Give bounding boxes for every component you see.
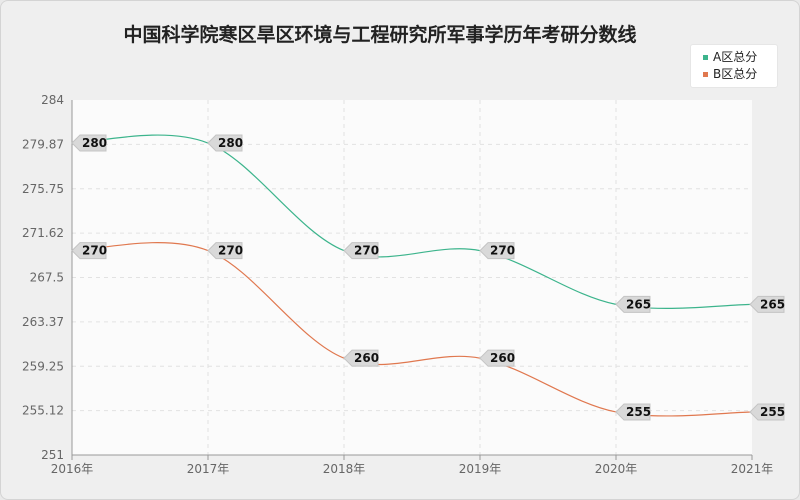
x-tick-label: 2019年 — [459, 462, 502, 476]
data-label-box — [749, 403, 785, 421]
data-label-box — [71, 134, 107, 152]
y-tick-label: 251 — [41, 448, 64, 462]
y-tick-label: 271.62 — [22, 226, 64, 240]
data-label-box — [615, 403, 651, 421]
data-label: 270 — [354, 244, 379, 258]
data-label: 265 — [626, 297, 651, 311]
data-label: 260 — [354, 351, 379, 365]
y-tick-label: 267.5 — [30, 271, 64, 285]
data-label-box — [479, 242, 515, 260]
legend-swatch-a — [703, 55, 708, 60]
data-label-box — [207, 134, 243, 152]
x-tick-label: 2018年 — [323, 462, 366, 476]
y-tick-label: 263.37 — [22, 315, 64, 329]
y-tick-label: 259.25 — [22, 359, 64, 373]
legend-swatch-b — [703, 72, 708, 77]
data-label-box — [343, 242, 379, 260]
data-label: 270 — [82, 244, 107, 258]
data-label: 280 — [82, 136, 107, 150]
y-tick-label: 284 — [41, 93, 64, 107]
data-label-box — [615, 295, 651, 313]
y-tick-label: 275.75 — [22, 182, 64, 196]
data-label: 255 — [760, 405, 785, 419]
data-label-box — [343, 349, 379, 367]
data-label: 260 — [490, 351, 515, 365]
data-label-box — [207, 242, 243, 260]
x-tick-label: 2020年 — [595, 462, 638, 476]
y-tick-label: 255.12 — [22, 404, 64, 418]
x-tick-label: 2016年 — [51, 462, 94, 476]
legend-item-b[interactable]: B区总分 — [703, 66, 757, 82]
data-label-box — [479, 349, 515, 367]
legend-label-b: B区总分 — [713, 67, 758, 81]
chart-title: 中国科学院寒区旱区环境与工程研究所军事学历年考研分数线 — [123, 24, 637, 46]
data-label: 255 — [626, 405, 651, 419]
legend-item-a[interactable]: A区总分 — [703, 49, 757, 65]
data-label: 280 — [218, 136, 243, 150]
data-label: 270 — [490, 244, 515, 258]
data-label: 270 — [218, 244, 243, 258]
legend: A区总分 B区总分 — [690, 44, 778, 88]
data-label-box — [71, 242, 107, 260]
data-label: 265 — [760, 297, 785, 311]
x-tick-label: 2021年 — [731, 462, 774, 476]
data-label-box — [749, 295, 785, 313]
legend-label-a: A区总分 — [713, 50, 758, 64]
y-tick-label: 279.87 — [22, 137, 64, 151]
x-tick-label: 2017年 — [187, 462, 230, 476]
